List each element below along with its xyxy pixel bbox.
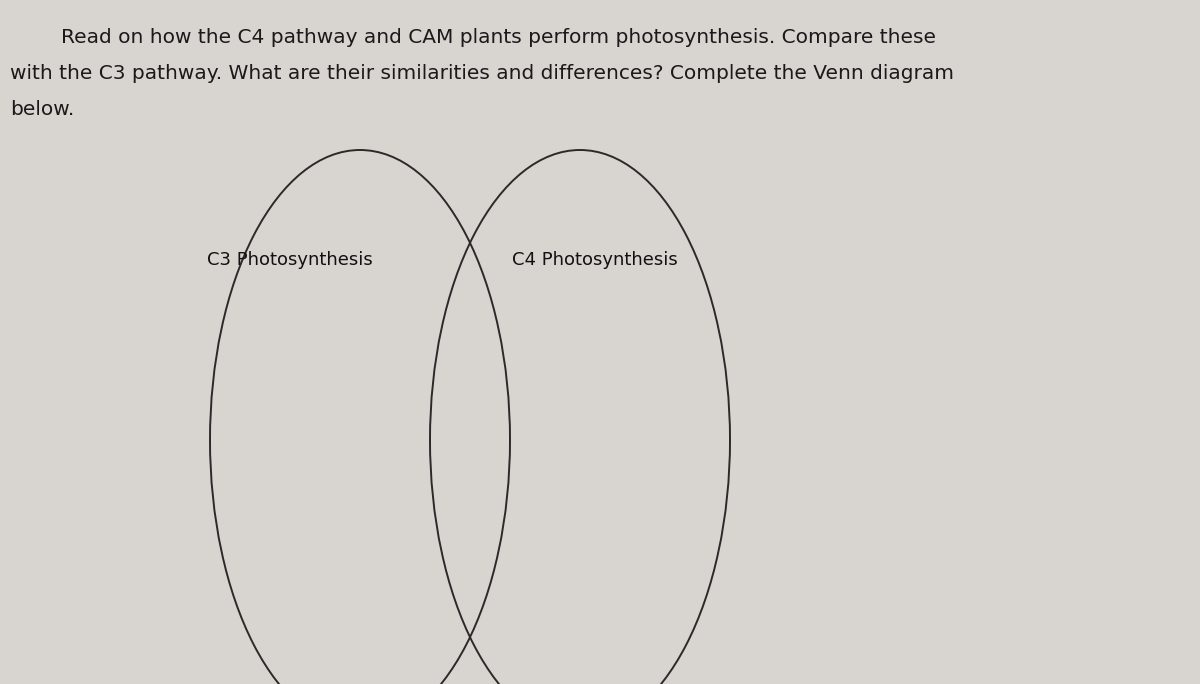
- Text: C4 Photosynthesis: C4 Photosynthesis: [512, 251, 678, 269]
- Text: Read on how the C4 pathway and CAM plants perform photosynthesis. Compare these: Read on how the C4 pathway and CAM plant…: [10, 28, 936, 47]
- Text: C3 Photosynthesis: C3 Photosynthesis: [208, 251, 373, 269]
- Text: below.: below.: [10, 100, 74, 119]
- Text: with the C3 pathway. What are their similarities and differences? Complete the V: with the C3 pathway. What are their simi…: [10, 64, 954, 83]
